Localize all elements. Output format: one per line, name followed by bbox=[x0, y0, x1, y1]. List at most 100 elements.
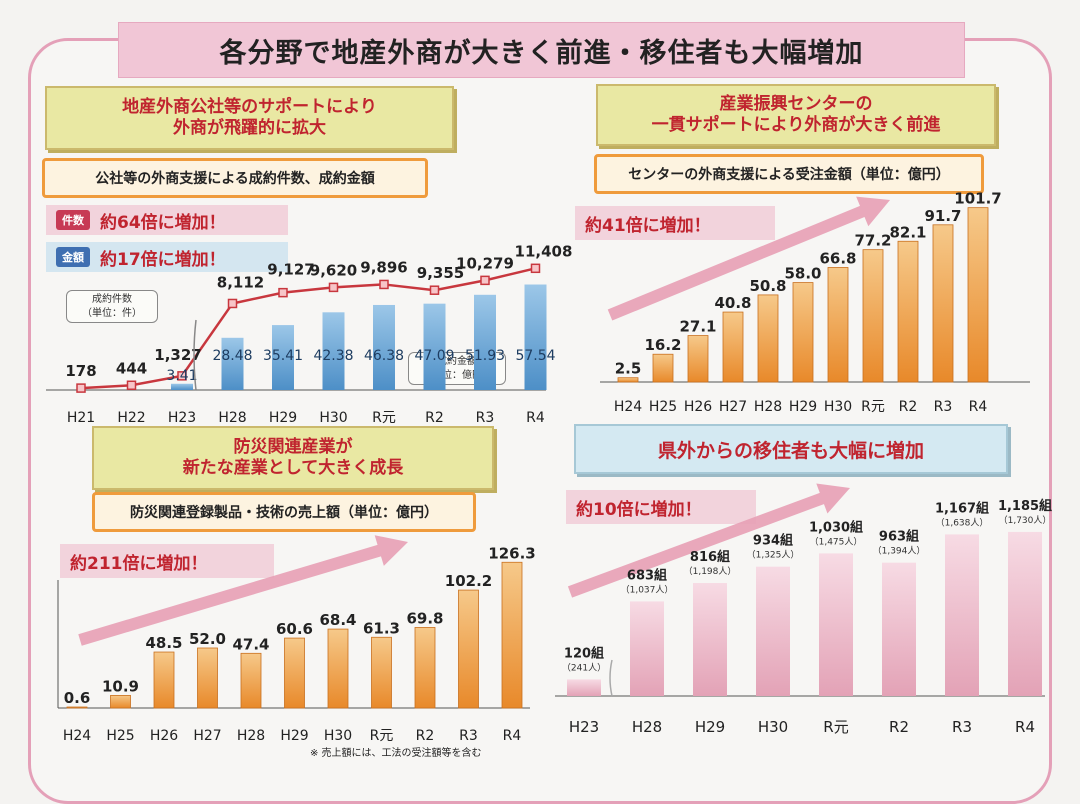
chart1-point-R3 bbox=[480, 275, 490, 286]
chart1-xtick-R3: R3 bbox=[476, 410, 495, 426]
chart1-count-label-R4: 11,408 bbox=[515, 242, 573, 260]
chart2-xtick-R3: R3 bbox=[934, 399, 953, 415]
chart1-point-H29 bbox=[278, 287, 288, 298]
chart4-xtick-R元: R元 bbox=[823, 718, 848, 736]
amount-tag: 金額 bbox=[56, 247, 90, 267]
chart4-xtick-R2: R2 bbox=[889, 718, 909, 736]
chart2-label-H24: 2.5 bbox=[615, 360, 642, 378]
chart2-label-H26: 27.1 bbox=[679, 318, 716, 336]
count-banner-text: 約64倍に増加！ bbox=[100, 212, 226, 233]
chart4-bar-H28 bbox=[630, 601, 664, 696]
chart3-bar-H26 bbox=[153, 651, 175, 709]
chart4-bar-H29 bbox=[693, 583, 727, 696]
chart-export-deals: 178 444 1,327 8,112 9,127 9,620 9,896 9,355 10,2… bbox=[46, 242, 572, 430]
chart2-xtick-H24: H24 bbox=[614, 399, 642, 415]
panel3-subheading: 防災関連登録製品・技術の売上額（単位：億円） bbox=[92, 492, 476, 532]
chart3-bar-R4 bbox=[501, 561, 523, 709]
chart4-sublabel-H28: （1,037人） bbox=[621, 584, 674, 595]
chart2-svg: 2.5 H24 16.2 H25 27.1 H26 40.8 H27 50.8 H28 58.0 H2… bbox=[600, 190, 1030, 415]
chart3-xtick-H24: H24 bbox=[63, 728, 91, 744]
chart2-growth-arrow bbox=[607, 196, 890, 321]
chart2-bar-R3 bbox=[932, 224, 954, 383]
chart1-xtick-H28: H28 bbox=[218, 410, 246, 426]
chart3-xtick-H28: H28 bbox=[237, 728, 265, 744]
chart1-point-R4 bbox=[530, 263, 541, 274]
chart4-label-H30: 934組 bbox=[753, 533, 793, 549]
chart3-xtick-H26: H26 bbox=[150, 728, 178, 744]
chart1-xtick-H29: H29 bbox=[269, 410, 297, 426]
chart4-bar-R2 bbox=[882, 562, 916, 696]
chart1-count-label-H29: 9,127 bbox=[267, 261, 314, 279]
panel1-amount-banner: 金額 約17倍に増加！ bbox=[46, 242, 288, 272]
chart1-point-H22 bbox=[126, 380, 137, 391]
chart2-label-H25: 16.2 bbox=[644, 336, 681, 354]
chart3-label-H27: 52.0 bbox=[189, 630, 226, 648]
chart4-sublabel-R2: （1,394人） bbox=[873, 546, 926, 557]
chart2-bar-H30 bbox=[827, 267, 849, 383]
panel1-subheading: 公社等の外商支援による成約件数、成約金額 bbox=[42, 158, 428, 198]
chart1-amount-label-R2: 47.09 bbox=[414, 348, 454, 364]
chart3-xtick-R3: R3 bbox=[459, 728, 478, 744]
chart2-bar-R元 bbox=[862, 249, 884, 383]
chart1-xtick-H21: H21 bbox=[67, 410, 95, 426]
chart3-xtick-H25: H25 bbox=[106, 728, 134, 744]
chart3-bar-R2 bbox=[414, 627, 436, 709]
chart3-bar-H30 bbox=[327, 628, 349, 709]
chart1-xtick-H30: H30 bbox=[319, 410, 347, 426]
chart4-growth-arrow bbox=[567, 483, 850, 598]
chart3-label-H25: 10.9 bbox=[102, 677, 139, 695]
chart1-amount-label-H30: 42.38 bbox=[313, 348, 353, 364]
chart4-sublabel-R元: （1,475人） bbox=[810, 536, 863, 547]
chart1-amount-label-H29: 35.41 bbox=[263, 348, 303, 364]
chart-center-orders: 2.5 H24 16.2 H25 27.1 H26 40.8 H27 50.8 H28 58.0 H2… bbox=[600, 190, 1040, 420]
chart2-xtick-H25: H25 bbox=[649, 399, 677, 415]
chart1-xtick-H23: H23 bbox=[168, 410, 196, 426]
chart2-bar-H28 bbox=[757, 294, 779, 383]
chart1-count-label-R3: 10,279 bbox=[456, 254, 514, 272]
chart3-label-H29: 60.6 bbox=[276, 620, 313, 638]
count-unit-note: 成約件数 （単位：件） bbox=[66, 290, 158, 323]
chart4-label-H28: 683組 bbox=[627, 567, 667, 583]
chart3-label-R2: 69.8 bbox=[406, 609, 443, 627]
chart3-bar-R元 bbox=[371, 636, 392, 709]
chart1-count-label-H23: 1,327 bbox=[154, 346, 201, 364]
chart2-bar-H24 bbox=[617, 377, 639, 383]
chart4-bar-H23 bbox=[567, 679, 601, 696]
chart4-bar-R4 bbox=[1008, 531, 1042, 696]
chart4-label-R元: 1,030組 bbox=[809, 519, 863, 535]
chart1-count-label-H30: 9,620 bbox=[310, 261, 357, 279]
chart1-amount-label-H23: 3.41 bbox=[166, 368, 197, 384]
chart4-xtick-R4: R4 bbox=[1015, 718, 1035, 736]
panel1-heading: 地産外商公社等のサポートにより 外商が飛躍的に拡大 bbox=[45, 86, 454, 150]
chart2-label-R3: 91.7 bbox=[924, 207, 961, 225]
chart3-label-R4: 126.3 bbox=[488, 544, 535, 562]
chart1-bar-R4 bbox=[524, 284, 547, 390]
chart2-xtick-H27: H27 bbox=[719, 399, 747, 415]
chart3-xtick-R2: R2 bbox=[416, 728, 435, 744]
panel4-banner: 約10倍に増加！ bbox=[566, 490, 756, 524]
chart3-label-H28: 47.4 bbox=[232, 635, 269, 653]
chart2-label-H30: 66.8 bbox=[819, 249, 856, 267]
count-tag: 件数 bbox=[56, 210, 90, 230]
chart1-xtick-R2: R2 bbox=[425, 410, 444, 426]
chart4-label-R3: 1,167組 bbox=[935, 500, 989, 516]
chart2-xtick-H29: H29 bbox=[789, 399, 817, 415]
chart3-label-H26: 48.5 bbox=[145, 634, 182, 652]
chart1-count-line bbox=[80, 267, 536, 390]
chart1-bar-H30 bbox=[322, 312, 345, 390]
chart4-sublabel-H23: （241人） bbox=[562, 662, 606, 673]
chart3-label-R3: 102.2 bbox=[445, 572, 492, 590]
panel3-footnote: ※ 売上額には、工法の受注額等を含む bbox=[310, 748, 482, 759]
chart3-label-R元: 61.3 bbox=[363, 619, 400, 637]
chart3-xtick-R元: R元 bbox=[370, 728, 394, 744]
chart3-growth-arrow bbox=[78, 535, 408, 646]
chart1-amount-label-R3: 51.93 bbox=[465, 348, 505, 364]
chart1-point-H30 bbox=[328, 282, 339, 293]
chart1-amount-label-H28: 28.48 bbox=[212, 348, 252, 364]
panel3-banner: 約211倍に増加！ bbox=[60, 544, 274, 578]
chart2-label-H27: 40.8 bbox=[714, 294, 751, 312]
chart1-count-label-H22: 444 bbox=[116, 359, 147, 377]
panel2-heading: 産業振興センターの 一貫サポートにより外商が大きく前進 bbox=[596, 84, 996, 146]
chart1-count-label-H28: 8,112 bbox=[217, 273, 264, 291]
